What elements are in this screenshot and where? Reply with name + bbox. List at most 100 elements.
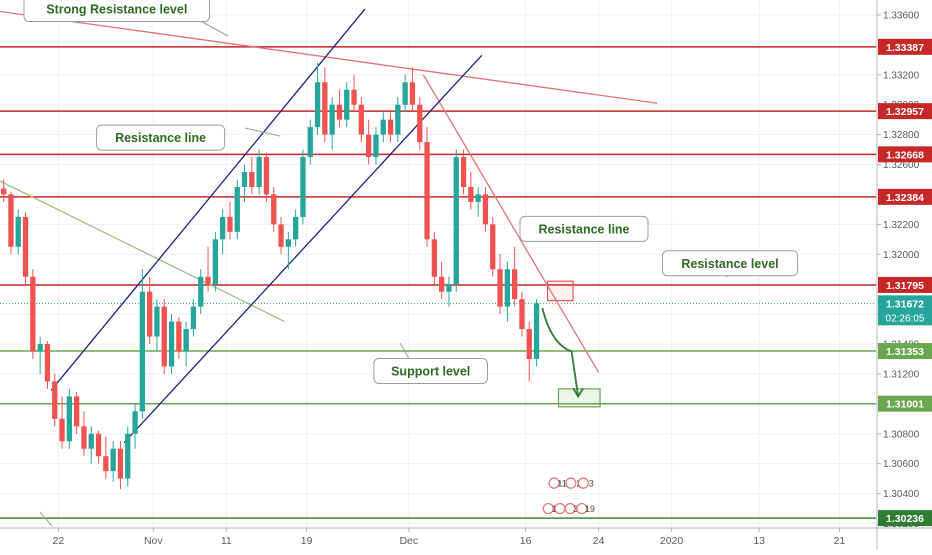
price-axis-label: 1.33600 [883,10,920,21]
candle-body[interactable] [271,194,277,225]
candle-body[interactable] [300,157,306,217]
candle-body[interactable] [37,344,43,352]
candle-body[interactable] [417,104,423,143]
candle-body[interactable] [168,321,175,367]
candle-body[interactable] [409,82,416,105]
candle-body[interactable] [512,269,518,300]
channel-upper-line[interactable] [50,8,366,391]
descending-resistance-line[interactable] [422,74,600,373]
candle-body[interactable] [380,119,386,135]
candle-body[interactable] [234,186,240,232]
calendar-event-icon[interactable] [576,502,588,515]
candle-body[interactable] [103,456,109,472]
candle-body[interactable] [241,172,248,187]
candle-body[interactable] [1,188,7,195]
candle-body[interactable] [387,119,394,135]
candle-body[interactable] [183,329,189,352]
projection-path[interactable] [541,307,580,397]
annotation-callout-box[interactable] [373,357,488,384]
candle-body[interactable] [460,157,467,187]
candle-body[interactable] [88,433,94,449]
candle-body[interactable] [314,82,321,128]
candle-body[interactable] [212,239,218,285]
calendar-event-icon[interactable] [564,502,576,515]
candle-body[interactable] [533,303,540,359]
candle-body[interactable] [293,216,299,240]
candle-body[interactable] [366,134,372,158]
annotation-callout-box[interactable] [661,250,799,277]
candle-body[interactable] [424,142,430,240]
candle-body[interactable] [220,216,226,240]
candle-body[interactable] [497,269,503,307]
candle-body[interactable] [161,306,167,367]
support-price-badge [878,510,932,527]
time-axis-label: Dec [399,535,418,547]
candle-body[interactable] [446,284,452,292]
candle-body[interactable] [30,276,36,352]
candle-body[interactable] [490,224,496,270]
candle-body[interactable] [59,418,65,442]
candle-body[interactable] [526,329,532,359]
candle-body[interactable] [468,186,474,202]
candle-body[interactable] [402,82,408,105]
breakout-zone-box[interactable] [546,280,574,302]
candle-body[interactable] [395,104,401,135]
candle-body[interactable] [176,321,182,352]
annotation-callout-box[interactable] [23,0,211,22]
calendar-event-icon[interactable] [565,477,577,489]
candle-body[interactable] [263,157,270,195]
annotation-callout-box[interactable] [96,124,226,151]
candle-body[interactable] [125,433,131,479]
candle-body[interactable] [329,104,335,135]
candle-body[interactable] [139,291,145,412]
calendar-event-icon[interactable] [548,477,560,489]
candle-body[interactable] [110,448,116,472]
annotation-callout-box[interactable] [519,215,649,242]
candle-body[interactable] [22,216,29,277]
candle-body[interactable] [8,194,14,247]
candle-body[interactable] [504,269,510,307]
green-trend-line[interactable] [0,180,285,323]
candle-body[interactable] [358,104,364,135]
candle-body[interactable] [198,276,204,307]
candle-body[interactable] [439,276,445,292]
candle-body[interactable] [519,299,525,330]
calendar-event-icon[interactable] [542,502,554,515]
candle-body[interactable] [66,396,72,442]
candle-body[interactable] [285,239,291,247]
candle-body[interactable] [227,216,233,232]
candle-body[interactable] [373,134,379,158]
candle-body[interactable] [81,426,87,449]
candle-body[interactable] [482,194,489,225]
candle-body[interactable] [256,157,262,187]
candle-body[interactable] [475,194,481,202]
candle-body[interactable] [52,381,58,419]
candle-body[interactable] [431,239,437,277]
candle-body[interactable] [249,172,255,187]
candle-body[interactable] [336,104,343,120]
resistance-price-badge [878,146,932,163]
candle-body[interactable] [147,291,153,337]
candle-body[interactable] [74,396,80,427]
candle-body[interactable] [278,224,284,247]
calendar-event-icon[interactable] [554,502,566,515]
candle-body[interactable] [453,157,459,285]
candle-body[interactable] [322,82,328,135]
candle-body[interactable] [154,306,160,337]
candle-body[interactable] [190,306,197,330]
calendar-event-icon[interactable] [577,477,589,489]
candle-body[interactable] [44,344,51,382]
candle-body[interactable] [95,433,102,457]
target-zone-box[interactable] [557,388,601,408]
candle-body[interactable] [15,216,21,247]
last-price-label: 1.31672 [886,298,924,310]
candle-body[interactable] [117,448,124,479]
candle-body[interactable] [132,411,138,434]
annotation-leader-line [244,127,281,137]
candle-body[interactable] [307,127,313,158]
candle-body[interactable] [205,276,211,285]
candle-body[interactable] [344,89,350,120]
candle-body[interactable] [351,89,357,105]
